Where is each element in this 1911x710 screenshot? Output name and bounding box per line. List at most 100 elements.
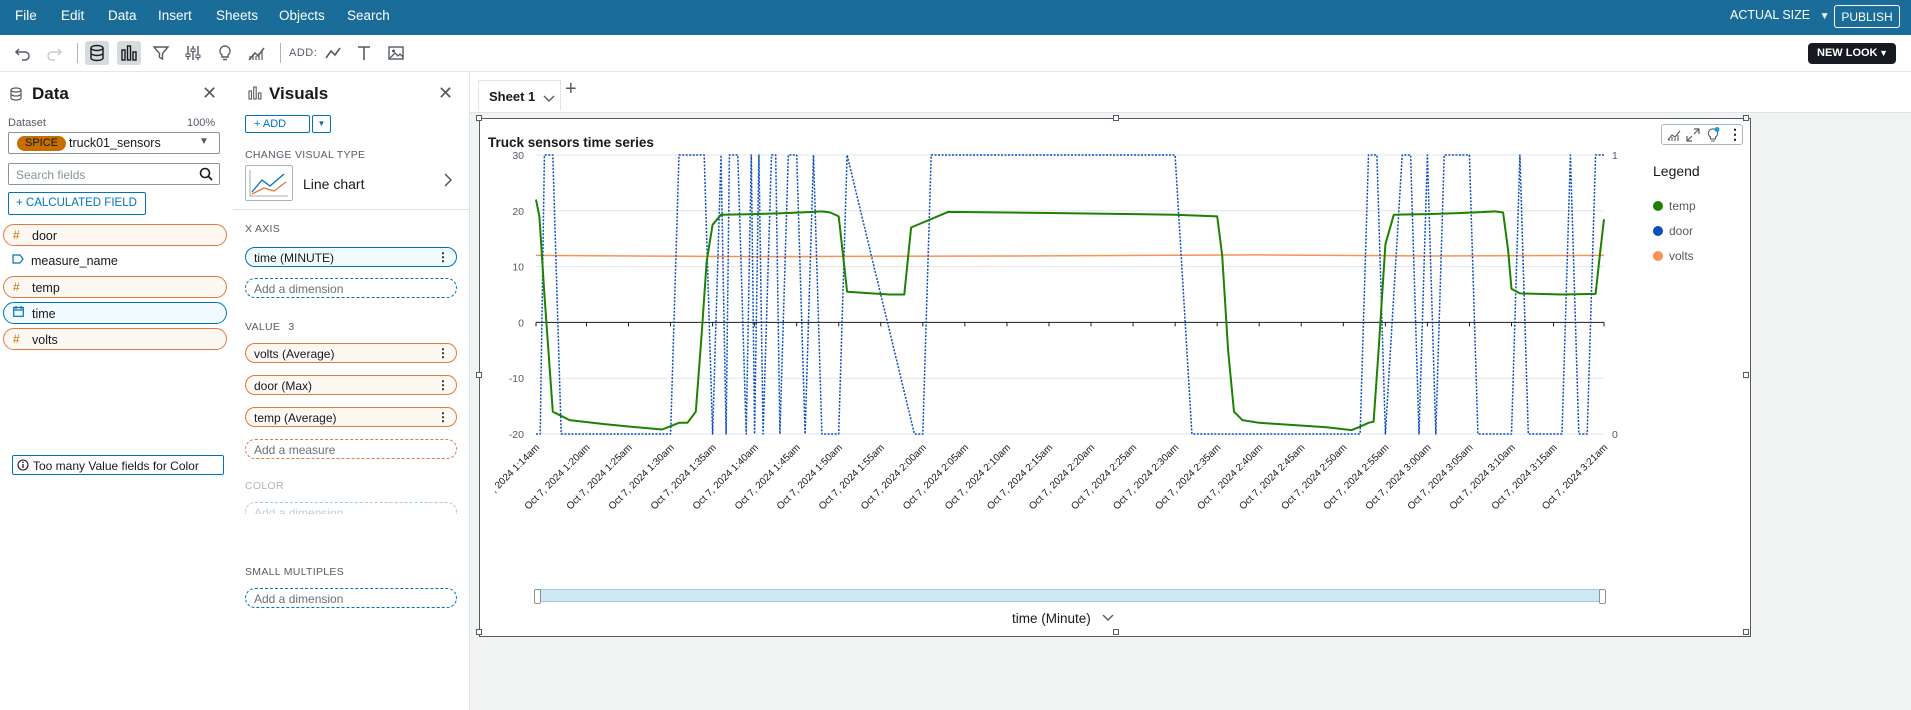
new-look-label: NEW LOOK [1817, 47, 1878, 59]
field-time[interactable]: time [3, 302, 227, 324]
publish-button[interactable]: PUBLISH [1834, 5, 1900, 28]
actual-size-dropdown[interactable]: ACTUAL SIZE ▼ [1730, 8, 1830, 22]
insight-bulb-icon[interactable] [1706, 127, 1720, 146]
add-measure-well[interactable]: Add a measure [245, 439, 457, 459]
filter-icon[interactable] [149, 41, 173, 65]
search-icon [199, 167, 213, 184]
close-icon[interactable]: ✕ [438, 83, 454, 103]
add-dimension-placeholder: Add a dimension [254, 282, 344, 296]
dataset-percent: 100% [187, 117, 216, 129]
resize-handle[interactable] [476, 629, 482, 635]
menu-search[interactable]: Search [347, 8, 390, 23]
add-sheet-button[interactable]: + [565, 78, 577, 100]
add-dimension-placeholder: Add a dimension [254, 506, 344, 514]
y-tick-label: -20 [509, 429, 524, 441]
parameters-icon[interactable] [181, 41, 205, 65]
kebab-menu-icon[interactable]: ⋮ [437, 250, 449, 264]
x-axis-well[interactable]: time (MINUTE) ⋮ [245, 247, 457, 267]
menu-insert[interactable]: Insert [158, 8, 192, 23]
legend-item-volts[interactable]: volts [1653, 249, 1694, 263]
visual-card[interactable]: Truck sensors time series ⋮ -20 -10 0 10 20 3… [476, 115, 1751, 637]
resize-handle[interactable] [1743, 629, 1749, 635]
x-tick-label: , 2024 1:14am [489, 442, 542, 495]
resize-handle[interactable] [1113, 115, 1119, 121]
format-visual-icon[interactable] [1667, 128, 1681, 145]
kebab-menu-icon[interactable]: ⋮ [437, 346, 449, 360]
resize-handle[interactable] [1743, 115, 1749, 121]
toolbar-separator [280, 43, 281, 63]
calculated-field-button[interactable]: + CALCULATED FIELD [8, 192, 146, 215]
line-chart-thumbnail[interactable] [245, 165, 293, 201]
chevron-right-icon[interactable] [443, 172, 453, 193]
x-axis-range-scrollbar[interactable] [534, 589, 1606, 604]
y-tick-label: 10 [512, 262, 524, 274]
redo-icon[interactable] [42, 41, 66, 65]
legend-dot [1653, 226, 1663, 236]
dataset-select[interactable]: SPICE truck01_sensors ▼ [8, 132, 220, 154]
value-well-door[interactable]: door (Max) ⋮ [245, 375, 457, 395]
number-icon: # [13, 280, 20, 294]
sheet-tab[interactable]: Sheet 1 [478, 80, 561, 110]
new-look-button[interactable]: NEW LOOK ▼ [1808, 43, 1896, 64]
legend-item-temp[interactable]: temp [1653, 199, 1696, 213]
small-multiples-well[interactable]: Add a dimension [245, 588, 457, 608]
kebab-menu-icon[interactable]: ⋮ [437, 378, 449, 392]
add-text-icon[interactable] [352, 41, 376, 65]
kebab-menu-icon[interactable]: ⋮ [437, 410, 449, 424]
y-tick-label: 20 [512, 206, 524, 218]
field-door[interactable]: # door [3, 224, 227, 246]
menu-data[interactable]: Data [108, 8, 137, 23]
legend-item-door[interactable]: door [1653, 224, 1693, 238]
value-label: VALUE 3 [245, 321, 295, 333]
chevron-down-icon[interactable] [543, 91, 555, 106]
menu-file[interactable]: File [15, 8, 37, 23]
dataset-icon[interactable] [85, 41, 109, 65]
add-image-icon[interactable] [384, 41, 408, 65]
series-line-temp [535, 199, 1605, 432]
resize-handle[interactable] [1743, 372, 1749, 378]
legend-label: volts [1669, 249, 1694, 263]
dataset-name: truck01_sensors [69, 136, 161, 150]
search-fields-input[interactable]: Search fields [8, 163, 220, 185]
field-measure-name[interactable]: measure_name [3, 250, 227, 272]
value-field: door (Max) [254, 379, 313, 393]
resize-handle[interactable] [476, 372, 482, 378]
resize-handle[interactable] [1113, 629, 1119, 635]
add-visual-dropdown[interactable]: ▼ [312, 115, 331, 133]
x-axis-title[interactable]: time (Minute) [1012, 611, 1115, 626]
chart-title[interactable]: Truck sensors time series [488, 135, 654, 150]
visuals-icon[interactable] [117, 41, 141, 65]
menu-objects[interactable]: Objects [279, 8, 325, 23]
themes-icon[interactable] [245, 41, 269, 65]
grid-lines [536, 154, 1604, 435]
series-line-volts [535, 254, 1605, 258]
field-label: temp [32, 281, 60, 295]
insights-icon[interactable] [213, 41, 237, 65]
value-label-text: VALUE [245, 321, 281, 333]
visuals-panel: Visuals ✕ + ADD ▼ CHANGE VISUAL TYPE Lin… [233, 72, 470, 710]
value-well-volts[interactable]: volts (Average) ⋮ [245, 343, 457, 363]
add-visual-button[interactable]: + ADD [245, 115, 310, 133]
legend-title: Legend [1653, 163, 1700, 179]
add-visual-icon[interactable] [321, 41, 345, 65]
field-temp[interactable]: # temp [3, 276, 227, 298]
undo-icon[interactable] [11, 41, 35, 65]
add-dimension-well[interactable]: Add a dimension [245, 278, 457, 298]
number-icon: # [13, 332, 20, 346]
menu-edit[interactable]: Edit [61, 8, 85, 23]
scroll-handle-left[interactable] [534, 589, 541, 604]
y2-tick-label: 0 [1612, 429, 1618, 441]
kebab-menu-icon[interactable]: ⋮ [1728, 126, 1742, 142]
color-label: COLOR [245, 480, 284, 492]
scroll-handle-right[interactable] [1599, 589, 1606, 604]
field-label: time [32, 307, 56, 321]
expand-icon[interactable] [1686, 128, 1700, 145]
chart-type-name[interactable]: Line chart [303, 176, 365, 192]
visual-menu: ⋮ [1661, 124, 1743, 145]
value-well-temp[interactable]: temp (Average) ⋮ [245, 407, 457, 427]
field-volts[interactable]: # volts [3, 328, 227, 350]
resize-handle[interactable] [476, 115, 482, 121]
menu-sheets[interactable]: Sheets [216, 8, 259, 23]
close-icon[interactable]: ✕ [202, 83, 218, 103]
